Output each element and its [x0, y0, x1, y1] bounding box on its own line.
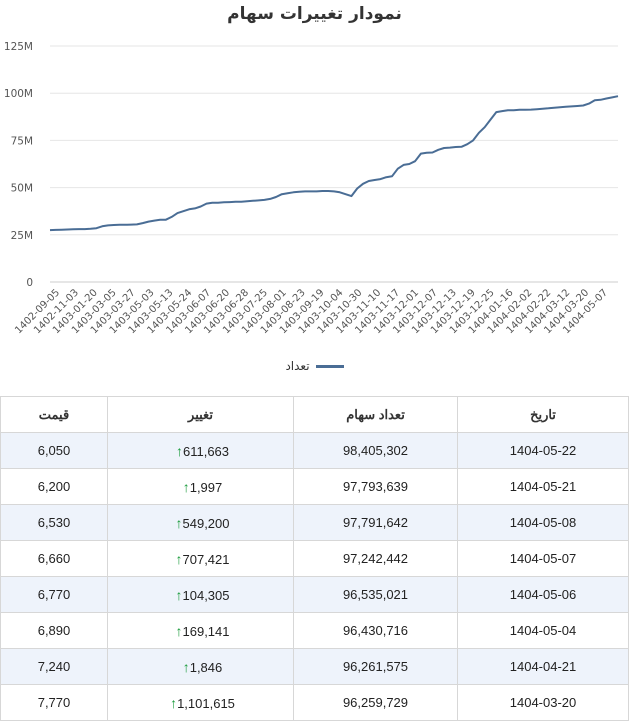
change-value: 104,305	[182, 587, 230, 603]
header-change[interactable]: تغییر	[107, 396, 294, 433]
legend-label: تعداد	[285, 359, 310, 373]
change-value: 611,663	[182, 443, 230, 459]
up-arrow-icon: ↑	[175, 622, 183, 639]
y-tick-label: 50M	[11, 183, 33, 195]
change-value: 1,997	[189, 479, 223, 495]
header-shares[interactable]: تعداد سهام	[293, 396, 458, 433]
table-row[interactable]: 1404-05-06 96,535,021 ↑104,305 6,770	[0, 576, 629, 613]
line-chart: 025M50M75M100M125M1402-09-051402-11-0314…	[4, 41, 619, 336]
table-row[interactable]: 1404-05-07 97,242,442 ↑707,421 6,660	[0, 540, 629, 577]
cell-change: ↑1,997	[107, 468, 294, 505]
cell-price: 6,660	[0, 540, 108, 577]
cell-change: ↑549,200	[107, 504, 294, 541]
table-row[interactable]: 1404-04-21 96,261,575 ↑1,846 7,240	[0, 648, 629, 685]
cell-shares: 97,791,642	[293, 504, 458, 541]
table-header-row: تاریخ تعداد سهام تغییر قیمت	[0, 396, 629, 433]
cell-price: 6,890	[0, 612, 108, 649]
header-price[interactable]: قیمت	[0, 396, 108, 433]
table-row[interactable]: 1404-05-22 98,405,302 ↑611,663 6,050	[0, 432, 629, 469]
cell-change: ↑707,421	[107, 540, 294, 577]
cell-price: 6,530	[0, 504, 108, 541]
chart-area: نمودار تغییرات سهام 0 25M 50M 75M 100M 125M 14…	[0, 4, 629, 373]
chart-legend[interactable]: تعداد	[0, 359, 629, 373]
cell-date: 1404-05-04	[457, 612, 629, 649]
cell-change: ↑169,141	[107, 612, 294, 649]
change-value: 1,101,615	[177, 695, 235, 711]
legend-swatch	[315, 364, 344, 368]
cell-change: ↑1,101,615	[107, 684, 294, 721]
y-tick-label: 25M	[11, 230, 33, 242]
cell-change: ↑104,305	[107, 576, 294, 613]
y-tick-label: 0	[26, 277, 33, 289]
table-row[interactable]: 1404-05-04 96,430,716 ↑169,141 6,890	[0, 612, 629, 649]
cell-date: 1404-03-20	[457, 684, 629, 721]
cell-change: ↑1,846	[107, 648, 294, 685]
y-tick-label: 125M	[4, 41, 33, 53]
up-arrow-icon: ↑	[182, 478, 190, 495]
shares-table: تاریخ تعداد سهام تغییر قیمت 1404-05-22 98…	[0, 396, 629, 721]
chart-title: نمودار تغییرات سهام	[227, 4, 402, 24]
table-row[interactable]: 1404-05-08 97,791,642 ↑549,200 6,530	[0, 504, 629, 541]
cell-shares: 98,405,302	[293, 432, 458, 469]
y-tick-label: 100M	[4, 88, 33, 100]
cell-price: 7,770	[0, 684, 108, 721]
cell-price: 6,050	[0, 432, 108, 469]
table-body: 1404-05-22 98,405,302 ↑611,663 6,050 1404-05…	[0, 432, 629, 721]
change-value: 707,421	[182, 551, 230, 567]
cell-shares: 97,793,639	[293, 468, 458, 505]
cell-shares: 96,430,716	[293, 612, 458, 649]
cell-shares: 96,259,729	[293, 684, 458, 721]
cell-date: 1404-05-22	[457, 432, 629, 469]
cell-date: 1404-04-21	[457, 648, 629, 685]
cell-shares: 97,242,442	[293, 540, 458, 577]
y-tick-label: 75M	[11, 135, 33, 147]
cell-shares: 96,261,575	[293, 648, 458, 685]
series-line-0[interactable]	[49, 95, 619, 232]
up-arrow-icon: ↑	[170, 694, 178, 711]
cell-change: ↑611,663	[107, 432, 294, 469]
cell-date: 1404-05-08	[457, 504, 629, 541]
table-row[interactable]: 1404-03-20 96,259,729 ↑1,101,615 7,770	[0, 684, 629, 721]
up-arrow-icon: ↑	[175, 550, 183, 567]
cell-date: 1404-05-06	[457, 576, 629, 613]
cell-price: 6,200	[0, 468, 108, 505]
change-value: 169,141	[182, 623, 230, 639]
table-row[interactable]: 1404-05-21 97,793,639 ↑1,997 6,200	[0, 468, 629, 505]
up-arrow-icon: ↑	[175, 514, 183, 531]
cell-price: 7,240	[0, 648, 108, 685]
cell-shares: 96,535,021	[293, 576, 458, 613]
change-value: 1,846	[189, 659, 223, 675]
cell-date: 1404-05-07	[457, 540, 629, 577]
up-arrow-icon: ↑	[182, 658, 190, 675]
cell-date: 1404-05-21	[457, 468, 629, 505]
cell-price: 6,770	[0, 576, 108, 613]
header-date[interactable]: تاریخ	[457, 396, 629, 433]
change-value: 549,200	[182, 515, 230, 531]
up-arrow-icon: ↑	[175, 586, 183, 603]
up-arrow-icon: ↑	[175, 442, 183, 459]
